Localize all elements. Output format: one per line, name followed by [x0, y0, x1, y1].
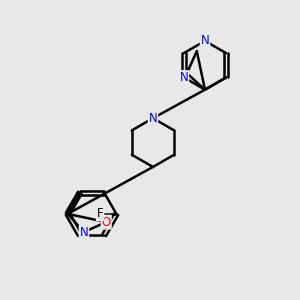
Text: N: N — [179, 71, 188, 84]
Text: N: N — [80, 226, 88, 238]
Text: N: N — [201, 34, 209, 47]
Text: N: N — [148, 112, 157, 125]
Text: O: O — [102, 216, 111, 229]
Text: F: F — [97, 207, 104, 220]
